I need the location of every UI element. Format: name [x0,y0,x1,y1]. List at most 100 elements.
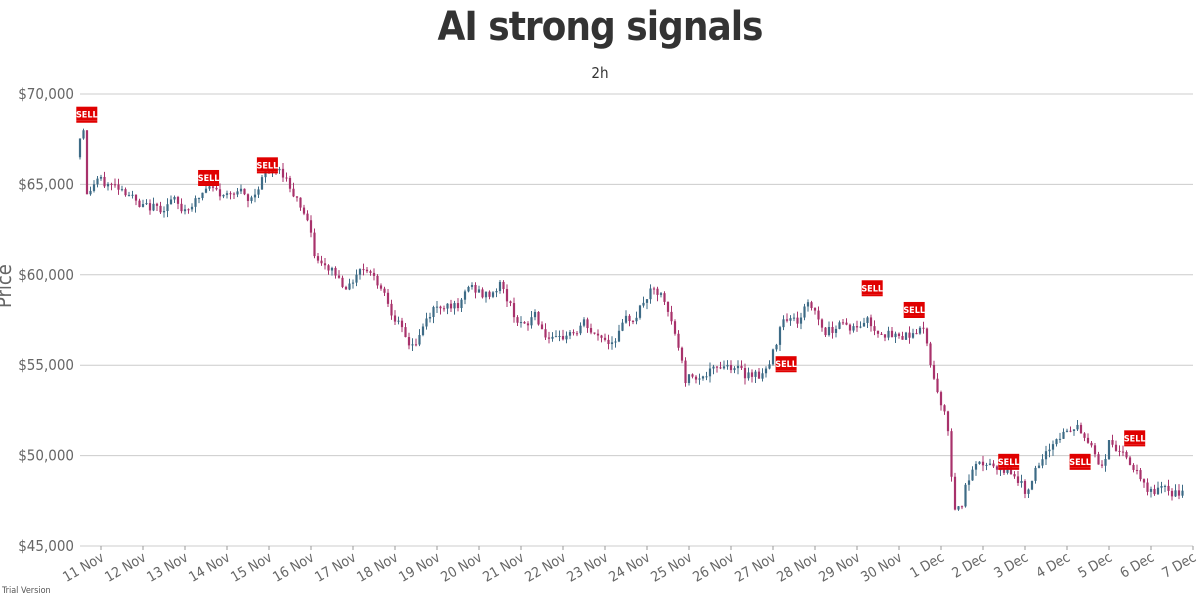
candle-body [411,344,414,346]
candle-body [162,211,166,213]
candle-body [862,322,866,327]
candle-body [610,342,614,345]
candle-body [1034,467,1037,481]
candle-body [771,349,775,365]
candle-body [120,189,124,191]
candle-body [1027,489,1030,494]
candle-body [908,332,911,338]
candle-body [1163,485,1167,487]
candle-body [649,288,652,300]
candle-body [687,374,691,384]
candle-body [659,293,663,295]
candle-body [320,260,323,264]
candle-body [572,332,575,334]
candle-body [656,288,659,295]
candle-body [1125,451,1128,458]
candle-body [680,347,684,361]
candle-body [582,319,586,326]
candle-body [834,328,838,333]
candle-body [596,333,600,336]
candle-body [729,364,733,371]
sell-signal-label: SELL [903,306,925,316]
candle-body [446,303,449,309]
candle-body [344,286,348,290]
candle-body [309,220,313,233]
candle-body [617,330,621,342]
candle-body [1118,450,1121,452]
candle-body [1041,459,1044,466]
candle-body [173,197,176,200]
x-tick-label: 26 Nov [690,549,737,585]
x-tick-label: 23 Nov [564,549,611,585]
candle-body [918,327,922,334]
candle-body [848,324,852,331]
candle-body [323,263,327,266]
candle-body [799,317,803,324]
candle-body [103,176,106,187]
y-tick-label: $45,000 [18,537,74,555]
candle-body [561,335,565,340]
candle-body [218,189,222,197]
candle-body [92,184,96,191]
candle-body [869,317,873,327]
candle-body [414,344,418,346]
candle-body [407,337,411,346]
candle-body [1062,431,1065,439]
candle-body [792,317,796,319]
candle-body [677,333,680,348]
candle-body [981,461,985,466]
candle-body [1023,481,1027,494]
candle-body [796,317,799,324]
candle-body [222,194,225,197]
x-tick-label: 14 Nov [186,549,233,585]
candle-body [365,269,369,272]
candle-body [719,367,722,369]
candle-body [666,301,670,312]
candles [78,128,1184,511]
candle-body [547,337,551,339]
x-tick-label: 29 Nov [816,549,863,585]
candle-body [250,197,253,201]
candle-body [635,317,638,322]
candle-body [645,299,649,303]
candle-body [754,371,757,377]
candle-body [400,320,404,328]
x-tick-label: 25 Nov [648,549,695,585]
candle-body [1100,464,1104,466]
candle-body [789,318,792,321]
candle-body [712,366,715,369]
candle-body [708,368,712,377]
candle-body [607,339,610,345]
chart-subtitle: 2h [591,64,609,82]
candle-body [292,188,295,197]
candle-body [379,285,383,289]
candle-body [1016,476,1020,483]
y-axis-ticks: $45,000 $50,000 $55,000 $60,000 $65,000 $70,0… [18,85,74,555]
candle-body [705,376,708,378]
candle-body [841,322,845,324]
candle-body [516,317,519,323]
candle-body [278,168,281,171]
candle-body [778,327,782,345]
candle-body [957,506,960,510]
candle-body [1086,437,1090,443]
candle-body [761,373,764,379]
candle-body [1135,469,1139,471]
candle-body [264,170,267,178]
x-tick-label: 7 Dec [1159,550,1199,582]
candle-body [519,322,523,324]
y-tick-label: $65,000 [18,175,74,193]
sell-signal-box [1124,430,1146,445]
candle-body [775,344,778,350]
candle-body [698,378,701,380]
candle-body [229,193,232,195]
candle-body [1160,486,1163,488]
candle-body [887,330,890,338]
candle-body [670,311,673,322]
candle-body [813,308,817,311]
candle-body [1093,445,1097,455]
candle-body [540,324,544,330]
candle-body [148,203,152,211]
candle-body [330,267,334,271]
candle-body [642,302,645,306]
